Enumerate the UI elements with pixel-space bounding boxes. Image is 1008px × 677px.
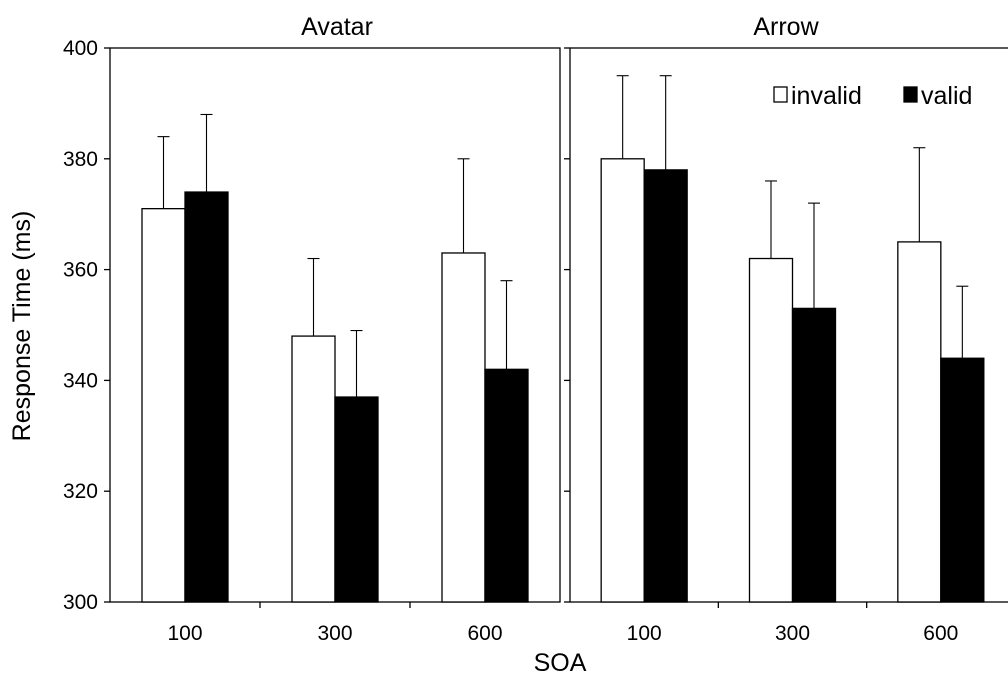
bar-invalid (897, 241, 942, 603)
y-tick-label: 400 (63, 37, 98, 60)
bar-valid (334, 396, 379, 603)
y-tick-label: 360 (63, 259, 98, 282)
bar-invalid (291, 335, 336, 603)
x-axis-title: SOA (534, 649, 587, 677)
panel-arrow: 100 300 600 (564, 47, 1008, 645)
legend-swatch-invalid (773, 86, 788, 103)
x-tick-label: 300 (775, 622, 810, 645)
bar-invalid (441, 252, 486, 603)
bar-valid (940, 357, 985, 603)
y-axis-title: Response Time (ms) (8, 211, 36, 442)
bar-invalid (141, 208, 186, 603)
legend-label-valid: valid (921, 82, 972, 110)
bar-valid (643, 169, 688, 603)
y-tick-label: 320 (63, 480, 98, 503)
x-tick-label: 600 (467, 622, 502, 645)
x-tick-label: 100 (627, 622, 662, 645)
y-tick-label: 340 (63, 369, 98, 392)
legend: invalid valid (773, 82, 972, 110)
bar-invalid (748, 257, 794, 603)
panel-title-arrow: Arrow (753, 13, 819, 41)
y-tick-label: 380 (63, 148, 98, 171)
bar-valid (791, 307, 837, 603)
panel-avatar: 300 320 340 360 380 400 100 300 600 (63, 37, 561, 645)
panel-title-avatar: Avatar (301, 13, 373, 41)
bar-valid (184, 191, 229, 603)
bar-valid (484, 368, 529, 603)
x-tick-label: 300 (317, 622, 352, 645)
x-tick-label: 100 (167, 622, 202, 645)
legend-label-invalid: invalid (791, 82, 862, 110)
bar-invalid (600, 158, 645, 603)
y-tick-label: 300 (63, 591, 98, 614)
legend-swatch-valid (903, 86, 918, 103)
x-tick-label: 600 (923, 622, 958, 645)
